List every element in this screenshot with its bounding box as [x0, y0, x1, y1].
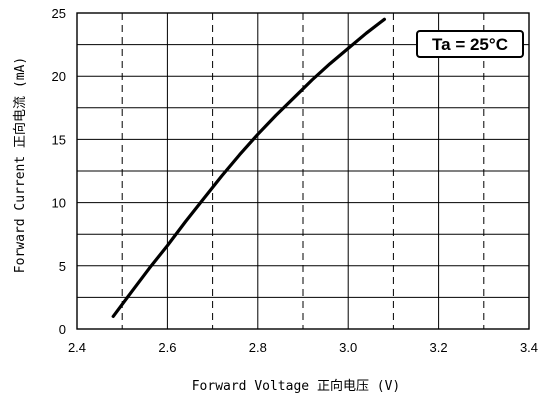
x-tick-label: 3.0 [339, 340, 357, 355]
plot-frame [76, 12, 530, 330]
x-tick-label: 2.4 [68, 340, 86, 355]
x-axis-title: Forward Voltage 正向电压 (V) [192, 378, 401, 394]
x-tick-label: 2.6 [158, 340, 176, 355]
y-axis-title: Forward Current 正向电流 (mA) [12, 57, 28, 273]
series-layer [111, 17, 386, 318]
temperature-annotation: Ta = 25°C [432, 35, 508, 54]
x-tick-label: 2.8 [249, 340, 267, 355]
y-tick-label: 25 [52, 6, 66, 21]
x-tick-label: 3.2 [430, 340, 448, 355]
annotation-box: Ta = 25°C [416, 30, 524, 58]
y-tick-label: 5 [59, 259, 66, 274]
y-tick-label: 15 [52, 132, 66, 147]
y-tick-label: 0 [59, 322, 66, 337]
grid [77, 13, 529, 329]
x-tick-label: 3.4 [520, 340, 538, 355]
current-voltage-curve [111, 17, 386, 318]
tick-labels: 2.4 2.6 2.8 3.0 3.2 3.4 0 5 10 15 20 25 [52, 6, 539, 355]
y-tick-label: 10 [52, 196, 66, 211]
y-tick-label: 20 [52, 69, 66, 84]
